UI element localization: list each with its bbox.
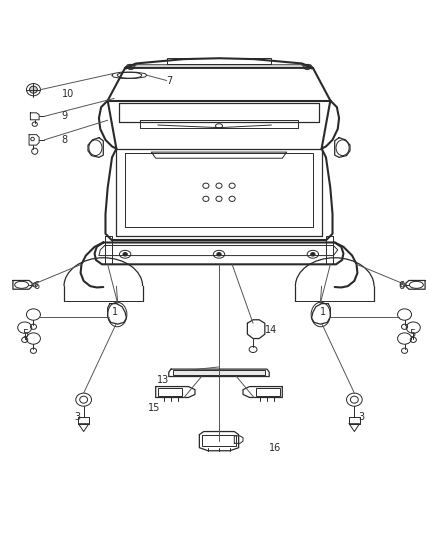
Bar xyxy=(166,58,272,64)
Ellipse shape xyxy=(217,253,221,256)
Text: 3: 3 xyxy=(358,412,364,422)
Bar xyxy=(202,435,236,446)
Bar xyxy=(158,388,182,395)
Text: 9: 9 xyxy=(62,111,68,121)
Text: 5: 5 xyxy=(22,329,29,339)
Text: 6: 6 xyxy=(33,281,39,291)
Text: 6: 6 xyxy=(399,281,405,291)
Text: 8: 8 xyxy=(62,135,68,145)
Text: 3: 3 xyxy=(74,412,80,422)
Text: 14: 14 xyxy=(265,325,277,335)
Text: 10: 10 xyxy=(62,89,74,99)
Text: 13: 13 xyxy=(156,375,169,385)
Text: 1: 1 xyxy=(320,308,326,317)
Ellipse shape xyxy=(311,253,315,256)
Text: 15: 15 xyxy=(148,403,160,414)
Ellipse shape xyxy=(123,253,127,256)
Text: 7: 7 xyxy=(166,76,173,86)
Ellipse shape xyxy=(29,86,37,93)
Text: 5: 5 xyxy=(409,329,416,339)
Text: 16: 16 xyxy=(269,443,282,453)
Bar xyxy=(173,370,265,375)
Text: 1: 1 xyxy=(112,308,118,317)
Bar xyxy=(256,388,280,395)
